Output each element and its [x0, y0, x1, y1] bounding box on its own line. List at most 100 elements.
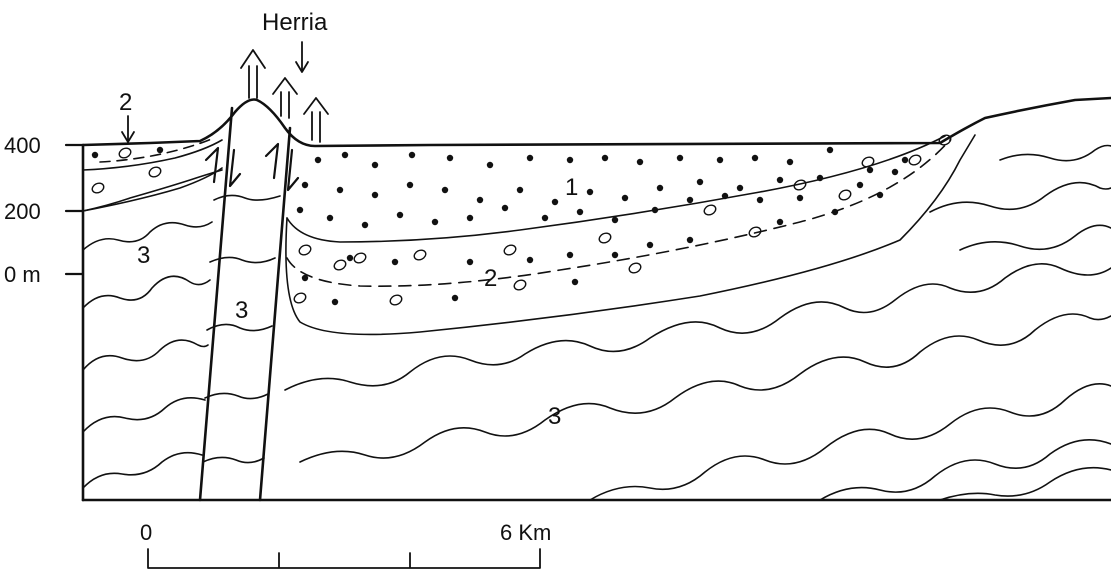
unit1-dot-pattern — [91, 146, 909, 306]
unit-label-2-left: 2 — [119, 89, 132, 116]
sediment-dot — [611, 251, 619, 259]
basin-boundaries — [82, 134, 976, 336]
sediment-dot — [866, 166, 874, 174]
uplift-arrow-2 — [272, 77, 298, 119]
fault-left — [198, 106, 234, 502]
sediment-dot — [876, 191, 884, 199]
scale-start-label: 0 — [140, 520, 152, 545]
basement-foliation-left — [82, 169, 223, 489]
sediment-dot — [796, 194, 804, 202]
left-basin-contact — [82, 139, 223, 171]
sediment-dot — [601, 154, 609, 162]
sediment-dot — [586, 188, 594, 196]
scale-end-label: 6 Km — [500, 520, 551, 545]
sediment-dot — [716, 156, 724, 164]
gravel-pebble — [938, 134, 952, 146]
gravel-pebble — [598, 232, 612, 244]
sediment-dot — [756, 196, 764, 204]
scale-bar: 0 6 Km — [140, 520, 551, 569]
scale-bar-line — [147, 548, 541, 569]
sediment-dot — [431, 218, 439, 226]
sediment-dot — [816, 174, 824, 182]
sediment-dot — [296, 206, 304, 214]
label-200: 200 — [4, 199, 41, 224]
sediment-dot — [776, 218, 784, 226]
unit2-left-pointer — [121, 115, 135, 143]
sediment-dot — [516, 186, 524, 194]
basement-foliation-block — [202, 194, 281, 464]
sediment-dot — [391, 258, 399, 266]
herria-label: Herria — [262, 9, 328, 36]
sediment-dot — [736, 184, 744, 192]
gravel-pebble — [748, 226, 762, 238]
label-400: 400 — [4, 133, 41, 158]
gravel-pebble — [413, 249, 427, 261]
sediment-dot — [91, 151, 99, 159]
unit2-dashed-layer — [286, 139, 951, 287]
sediment-dot — [901, 156, 909, 164]
sediment-dot — [541, 214, 549, 222]
sediment-dot — [346, 254, 354, 262]
sediment-dot — [611, 216, 619, 224]
sediment-dot — [406, 181, 414, 189]
gravel-pebble — [703, 204, 717, 216]
sediment-dot — [686, 236, 694, 244]
sediment-dot — [466, 258, 474, 266]
sediment-dot — [646, 241, 654, 249]
gravel-pebble — [148, 166, 162, 178]
gravel-pebble — [513, 279, 527, 291]
gravel-pebble — [908, 154, 922, 166]
gravel-pebble — [628, 262, 642, 274]
left-basin-floor — [82, 167, 223, 212]
basin-floor — [285, 134, 976, 336]
gravel-pebble — [503, 244, 517, 256]
sediment-dot — [566, 251, 574, 259]
basement-foliation-right — [284, 144, 1111, 501]
sediment-dot — [776, 176, 784, 184]
unit1-unit2-contact — [286, 135, 946, 243]
fault-left-displacement-arrows — [204, 146, 242, 188]
topographic-surface — [81, 96, 1111, 148]
unit-label-3-left: 3 — [137, 242, 150, 269]
sediment-dot — [891, 168, 899, 176]
sediment-dot — [831, 208, 839, 216]
uplift-arrow-1 — [240, 49, 266, 99]
sediment-dot — [371, 161, 379, 169]
gravel-pebble — [333, 259, 347, 271]
sediment-dot — [621, 194, 629, 202]
sediment-dot — [341, 151, 349, 159]
sediment-dot — [551, 198, 559, 206]
gravel-pebble — [293, 292, 307, 304]
gravel-pebble — [91, 182, 105, 194]
gravel-pebble — [298, 244, 312, 256]
gravel-pebble — [118, 147, 132, 159]
unit-label-1: 1 — [565, 174, 578, 201]
sediment-dot — [476, 196, 484, 204]
uplift-arrow-3 — [303, 97, 329, 143]
sediment-dot — [676, 154, 684, 162]
unit-label-2-basin: 2 — [484, 265, 497, 292]
sediment-dot — [826, 146, 834, 154]
sediment-dot — [331, 298, 339, 306]
sediment-dot — [636, 158, 644, 166]
sediment-dot — [336, 186, 344, 194]
uplift-arrows — [240, 49, 329, 143]
sediment-dot — [446, 154, 454, 162]
sediment-dot — [408, 151, 416, 159]
fault-right — [258, 126, 292, 502]
gravel-pebble — [838, 189, 852, 201]
sediment-dot — [786, 158, 794, 166]
sediment-dot — [526, 154, 534, 162]
sediment-dot — [326, 214, 334, 222]
sediment-dot — [396, 211, 404, 219]
sediment-dot — [526, 256, 534, 264]
sediment-dot — [361, 221, 369, 229]
unit2-pebble-pattern — [91, 134, 952, 306]
elevation-axis: 400 200 0 m — [4, 133, 85, 287]
label-0m: 0 m — [4, 262, 41, 287]
sediment-dot — [651, 206, 659, 214]
sediment-dot — [156, 146, 164, 154]
sediment-dot — [371, 191, 379, 199]
fault-zone — [198, 106, 300, 502]
